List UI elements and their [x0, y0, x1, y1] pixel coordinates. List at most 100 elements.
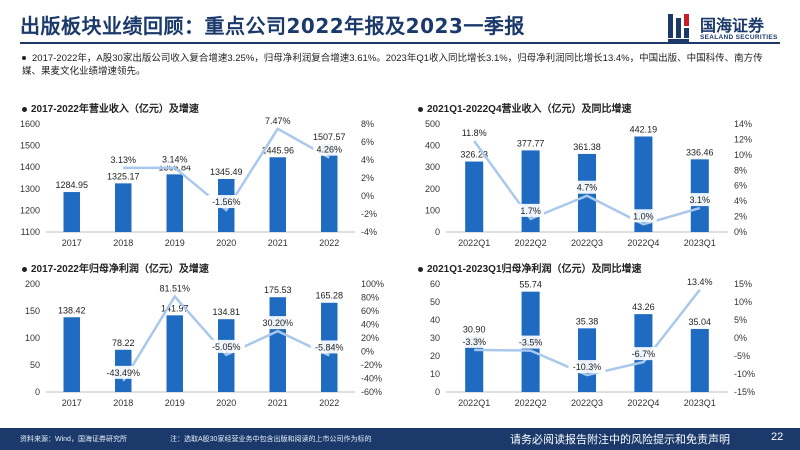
growth-label-bg [207, 195, 245, 209]
right-axis-tick-label: 6% [734, 181, 747, 191]
right-axis-tick-label: 80% [361, 293, 379, 303]
growth-label-bg [261, 113, 294, 127]
growth-label-bg [156, 281, 194, 295]
growth-value-label: -5.84% [315, 342, 344, 352]
footer-bar: 资料来源：Wind，国海证券研究所 注：选取A股30家经营业务中包含出版和阅读的… [0, 428, 800, 450]
right-axis-tick-label: 4% [361, 155, 374, 165]
growth-value-label: 11.8% [462, 128, 487, 138]
right-axis-tick-label: 0% [361, 347, 374, 357]
growth-line [122, 294, 330, 382]
x-axis-tick-label: 2022 [319, 398, 339, 408]
left-axis-tick-label: 400 [425, 141, 440, 151]
bar [63, 192, 80, 232]
left-axis-tick-label: 200 [25, 279, 40, 289]
bar-value-label: 1445.96 [261, 145, 294, 155]
left-axis-tick-label: 40 [430, 315, 440, 325]
growth-line [474, 288, 701, 377]
left-axis-tick-label: 20 [430, 351, 440, 361]
bar [321, 143, 338, 232]
left-axis-tick-label: 0 [35, 387, 40, 397]
left-axis-tick-label: 10 [430, 369, 440, 379]
growth-value-label: -3.5% [519, 338, 543, 348]
right-axis-tick-label: 10% [734, 297, 752, 307]
growth-value-label: 13.4% [687, 277, 713, 287]
chart-revenue-quarterly: 0 100 200 300 400 500 0% 2% 4% 6% 8% 10% 12% 14% 326.2… [425, 119, 752, 248]
chart-title-revenue-annual: 2017-2022年营业收入（亿元）及增速 [22, 100, 199, 115]
right-axis-tick-label: -20% [361, 360, 382, 370]
left-axis-tick-label: 50 [430, 297, 440, 307]
growth-line [123, 127, 330, 212]
right-axis-tick-label: 15% [734, 279, 752, 289]
growth-value-label: -5.05% [212, 342, 241, 352]
x-axis-tick-label: 2023Q1 [684, 398, 716, 408]
right-axis-tick-label: 0% [361, 191, 374, 201]
sealand-logo-icon [668, 14, 689, 42]
bar-value-label: 138.42 [58, 305, 86, 315]
growth-label-bg [313, 142, 346, 156]
growth-label-bg [514, 335, 547, 349]
right-axis-tick-label: 5% [734, 315, 747, 325]
bar-value-label: 165.28 [315, 291, 343, 301]
sample-note: 注：选取A股30家经营业务中包含出版和阅读的上市公司作为标的 [170, 436, 372, 443]
growth-label-bg [207, 339, 245, 353]
growth-value-label: -3.3% [462, 337, 486, 347]
right-axis-tick-label: 8% [361, 119, 374, 129]
bullet-dot [418, 106, 423, 112]
bar [115, 183, 132, 232]
growth-label-bg [158, 152, 191, 166]
bar [166, 174, 183, 232]
growth-value-label: -1.56% [212, 197, 241, 207]
bar [465, 161, 484, 232]
growth-label-bg [630, 209, 657, 223]
bar-value-label: 1284.95 [55, 180, 88, 190]
growth-value-label: -10.3% [573, 362, 602, 372]
right-axis-tick-label: 6% [361, 137, 374, 147]
growth-value-label: 3.14% [162, 155, 188, 165]
x-axis-tick-label: 2017 [62, 398, 82, 408]
right-axis-tick-label: -10% [734, 369, 755, 379]
left-axis-tick-label: 1100 [21, 227, 40, 237]
bar-value-label: 1507.57 [313, 132, 346, 142]
right-axis-tick-label: 4% [734, 196, 747, 206]
growth-value-label: 1.7% [520, 206, 541, 216]
summary-bullet: 2017-2022年，A股30家出版公司收入复合增速3.25%，归母净利润复合增… [22, 52, 772, 78]
right-axis-tick-label: 2% [361, 173, 374, 183]
growth-value-label: 3.1% [690, 195, 711, 205]
source-note: 资料来源：Wind，国海证券研究所 [20, 436, 127, 443]
bar-value-label: 175.53 [264, 285, 292, 295]
bar-value-label: 442.19 [630, 124, 658, 134]
left-axis-tick-label: 500 [425, 119, 440, 129]
left-axis-tick-label: 200 [425, 184, 440, 194]
growth-value-label: 4.26% [316, 145, 342, 155]
bar-value-label: 35.04 [689, 317, 712, 327]
right-axis-tick-label: -5% [734, 351, 750, 361]
x-axis-tick-label: 2022Q4 [627, 398, 659, 408]
x-axis-tick-label: 2022Q3 [571, 398, 603, 408]
chart-profit-quarterly: 0 10 20 30 40 50 60 -15% -10% -5% 0% 5% 10% 15% 30.90 5… [430, 274, 755, 408]
page-number: 22 [771, 431, 784, 443]
left-axis-tick-label: 0 [435, 387, 440, 397]
bar [166, 315, 183, 392]
right-axis-tick-label: 20% [361, 333, 379, 343]
growth-label-bg [458, 334, 491, 348]
left-axis-tick-label: 1500 [20, 141, 40, 151]
x-axis-tick-label: 2022Q4 [627, 238, 659, 248]
bar-value-label: 35.38 [576, 316, 599, 326]
growth-value-label: 30.20% [262, 318, 293, 328]
x-axis-tick-label: 2023Q1 [684, 238, 716, 248]
bullet-dot [22, 266, 27, 272]
growth-label-bg [107, 152, 140, 166]
right-axis-tick-label: -4% [361, 227, 377, 237]
chart-revenue-annual: 1100 1200 1300 1400 1500 1600 -4% -2% 0% 2% 4% 6% 8%… [20, 113, 377, 248]
left-axis-tick-label: 1300 [20, 184, 40, 194]
bar-value-label: 1345.49 [210, 167, 243, 177]
summary-text: 2017-2022年，A股30家出版公司收入复合增速3.25%，归母净利润复合增… [22, 53, 763, 77]
left-axis-tick-label: 1200 [20, 205, 40, 215]
left-axis-tick-label: 0 [435, 227, 440, 237]
chart-title-revenue-quarterly: 2021Q1-2022Q4营业收入（亿元）及同比增速 [418, 100, 632, 115]
bar [634, 136, 653, 232]
right-axis-tick-label: 100% [361, 279, 384, 289]
left-axis-tick-label: 100 [425, 205, 440, 215]
right-axis-tick-label: -2% [361, 209, 377, 219]
right-axis-tick-label: -40% [361, 374, 382, 384]
